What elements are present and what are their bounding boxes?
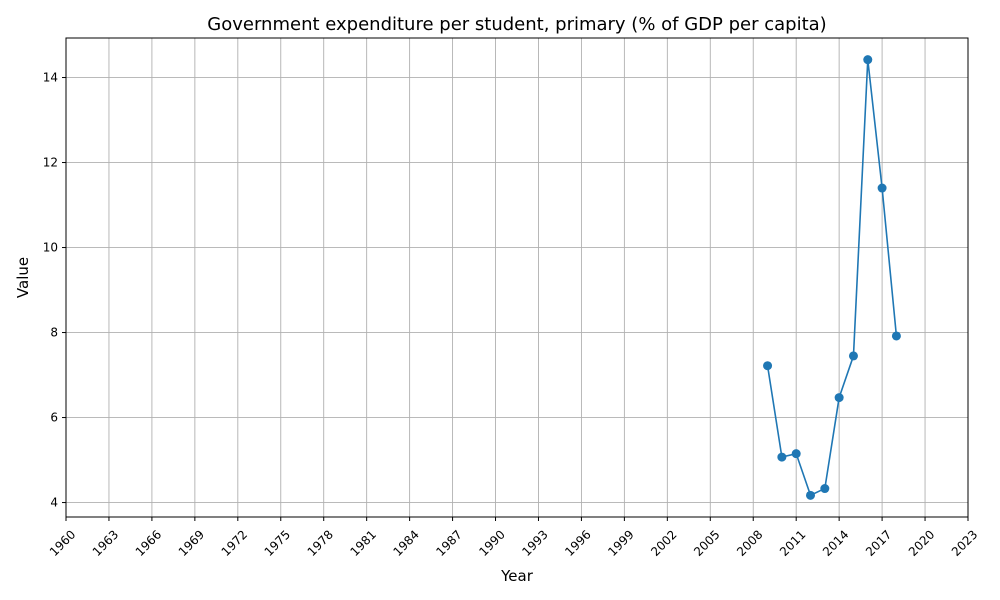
y-tick-label: 4	[50, 496, 58, 510]
y-tick-label: 12	[43, 156, 58, 170]
series-line	[766, 59, 898, 497]
y-tick-label: 8	[50, 326, 58, 340]
x-tick-label: 2002	[648, 527, 679, 558]
data-point	[863, 55, 873, 65]
x-tick-label: 1972	[219, 527, 250, 558]
series-layer	[763, 55, 901, 500]
data-point	[820, 484, 830, 494]
data-point	[891, 331, 901, 341]
x-tick-label: 2023	[949, 527, 980, 558]
plot-frame	[65, 37, 969, 518]
y-tick-label: 14	[43, 71, 58, 85]
chart-title: Government expenditure per student, prim…	[207, 14, 826, 35]
x-tick-label: 2005	[691, 527, 722, 558]
data-point	[777, 452, 787, 462]
data-point	[791, 449, 801, 459]
x-tick-label: 2020	[906, 527, 937, 558]
x-axis-label: Year	[500, 567, 534, 585]
x-tick-label: 1963	[90, 527, 121, 558]
x-tick-label: 1981	[348, 527, 379, 558]
y-axis-label: Value	[14, 257, 32, 298]
data-point	[763, 361, 773, 371]
x-tick-label: 1960	[47, 527, 78, 558]
x-axis-ticks: 1960 1963 1966 1969 1972 1975 1978 1981 1984 1987…	[47, 517, 980, 559]
x-tick-label: 1993	[519, 527, 550, 558]
y-tick-label: 6	[50, 411, 58, 425]
y-axis-ticks: 4 6 8 10 12 14	[43, 71, 66, 510]
x-tick-label: 1984	[390, 527, 421, 558]
x-tick-label: 2017	[863, 527, 894, 558]
grid-lines	[65, 38, 969, 517]
data-point	[848, 351, 858, 361]
x-tick-label: 2008	[734, 527, 765, 558]
x-tick-label: 1999	[605, 527, 636, 558]
x-tick-label: 2014	[820, 527, 851, 558]
data-point	[806, 490, 816, 500]
x-tick-label: 1990	[476, 527, 507, 558]
data-point	[877, 183, 887, 193]
x-tick-label: 1978	[305, 527, 336, 558]
x-tick-label: 1966	[133, 527, 164, 558]
x-tick-label: 1969	[176, 527, 207, 558]
x-tick-label: 1975	[262, 527, 293, 558]
x-tick-label: 1996	[562, 527, 593, 558]
x-tick-label: 2011	[777, 527, 808, 558]
data-point	[834, 393, 844, 403]
y-tick-label: 10	[43, 241, 58, 255]
x-tick-label: 1987	[433, 527, 464, 558]
